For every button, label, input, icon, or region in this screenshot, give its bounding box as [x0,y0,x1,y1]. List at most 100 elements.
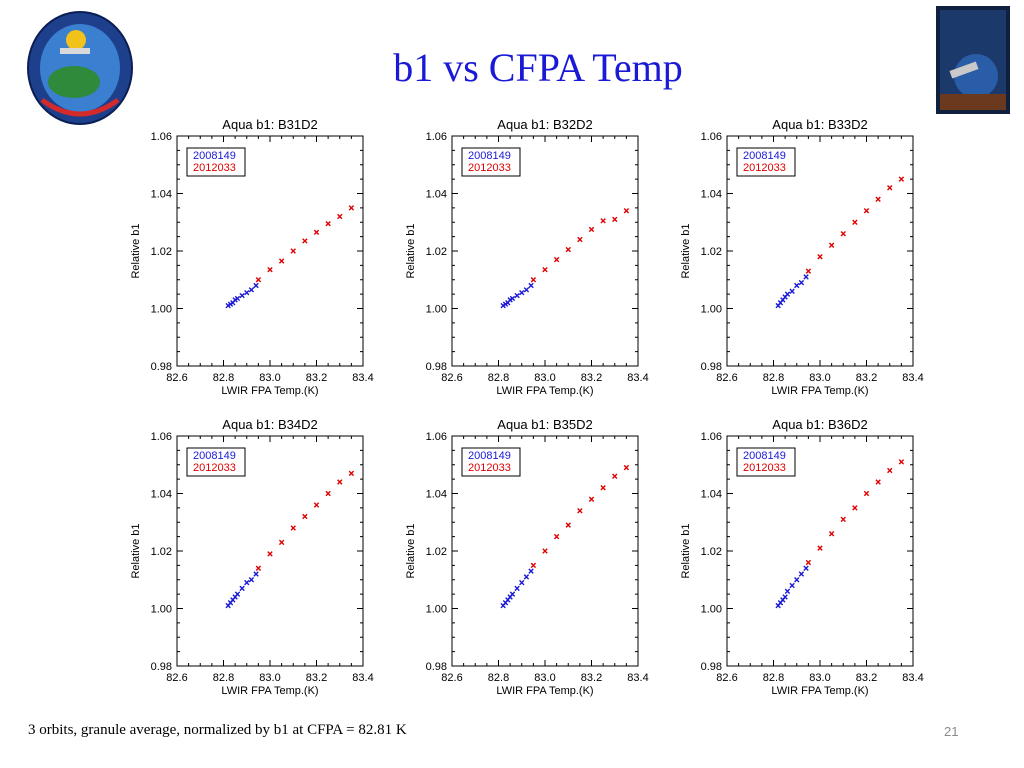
data-point-2012033 [612,473,618,479]
y-tick-label: 1.04 [426,489,447,501]
data-point-2012033 [337,213,343,220]
data-point-2012033 [325,490,331,497]
data-point-2012033 [337,479,343,485]
data-point-2012033 [588,226,595,233]
legend-box [186,147,246,177]
y-tick-label: 1.02 [701,246,722,258]
data-point-2012033 [577,236,583,243]
data-point-2012033 [852,219,858,225]
x-tick-label: 82.6 [441,672,462,684]
y-tick-label: 1.04 [151,489,172,501]
x-tick-label: 83.2 [581,672,602,684]
x-tick-label: 83.4 [352,672,373,684]
legend-box [186,447,246,477]
data-point-2012033 [565,246,571,253]
x-axis-label: LWIR FPA Temp.(K) [496,385,593,397]
x-tick-label: 83.4 [627,672,648,684]
x-tick-label: 83.0 [259,372,280,384]
data-point-2008149 [528,282,534,289]
data-point-2012033 [290,525,296,531]
legend-entry: 2012033 [468,162,511,174]
data-point-2008149 [234,591,241,597]
data-point-2012033 [588,496,595,502]
data-point-2012033 [887,185,893,191]
y-tick-label: 0.98 [426,361,447,373]
y-axis-label: Relative b1 [405,223,417,278]
x-tick-label: 83.0 [259,672,280,684]
legend-box [736,147,796,177]
data-point-2012033 [863,208,870,214]
x-tick-label: 82.6 [166,372,187,384]
chart-panel-5: Aqua b1: B35D2 82.6 82.8 83.0 83.2 83.4 0.98 1.… [405,417,649,697]
y-tick-label: 1.06 [701,131,722,143]
data-point-2008149 [244,579,250,586]
x-tick-label: 82.8 [213,672,234,684]
y-tick-label: 0.98 [701,361,722,373]
data-point-2012033 [267,266,273,273]
footnote: 3 orbits, granule average, normalized by… [28,722,407,738]
legend-entry: 2012033 [743,162,786,174]
data-point-2012033 [542,266,548,273]
legend-box [461,447,521,477]
x-axis-label: LWIR FPA Temp.(K) [496,685,593,697]
y-tick-label: 1.02 [151,246,172,258]
x-tick-label: 83.2 [306,372,327,384]
y-tick-label: 1.02 [151,546,172,558]
x-tick-label: 82.8 [488,372,509,384]
data-point-2008149 [239,292,245,299]
x-tick-label: 83.0 [809,672,830,684]
y-tick-label: 1.02 [701,546,722,558]
legend-entry: 2008149 [193,150,236,162]
data-point-2012033 [530,277,537,283]
data-point-2008149 [798,571,805,577]
data-point-2008149 [519,289,525,296]
chart-panel-1: Aqua b1: B31D2 82.6 82.8 83.0 83.2 83.4 0.98 1.… [130,117,374,397]
x-tick-label: 82.8 [213,372,234,384]
data-point-2008149 [509,295,516,302]
legend-entry: 2008149 [743,150,786,162]
y-tick-label: 1.02 [426,546,447,558]
data-point-2008149 [248,577,255,583]
data-point-2008149 [803,565,809,571]
slide-title: b1 vs CFPA Temp [393,45,683,90]
legend-entry: 2012033 [468,462,511,474]
legend-entry: 2008149 [468,150,511,162]
y-tick-label: 1.00 [426,604,447,616]
data-point-2012033 [828,531,835,537]
data-point-2008149 [248,287,255,293]
legend-entry: 2008149 [743,450,786,462]
legend-entry: 2008149 [193,450,236,462]
data-point-2008149 [789,288,795,294]
data-point-2008149 [784,588,791,594]
x-tick-label: 83.4 [902,672,923,684]
data-point-2008149 [523,574,530,580]
data-point-2008149 [514,292,520,299]
data-point-2012033 [302,238,308,244]
y-tick-label: 1.00 [151,304,172,316]
x-tick-label: 82.6 [166,672,187,684]
data-point-2012033 [530,562,537,569]
x-tick-label: 82.6 [716,672,737,684]
data-point-2008149 [794,282,800,289]
data-point-2012033 [553,256,560,263]
y-tick-label: 1.06 [426,131,447,143]
data-point-2012033 [600,485,606,491]
chart-title: Aqua b1: B34D2 [222,417,317,432]
data-point-2012033 [577,508,583,514]
data-point-2012033 [852,505,858,511]
chart-title: Aqua b1: B36D2 [772,417,867,432]
y-tick-label: 1.04 [701,189,722,201]
data-point-2012033 [302,513,308,520]
data-point-2012033 [863,490,870,497]
data-point-2012033 [313,229,320,236]
y-axis-label: Relative b1 [130,223,142,278]
x-tick-label: 82.8 [763,672,784,684]
x-tick-label: 83.4 [902,372,923,384]
data-point-2012033 [828,242,835,248]
data-point-2012033 [898,176,905,182]
legend-entry: 2008149 [468,450,511,462]
data-point-2008149 [239,585,245,592]
x-tick-label: 83.2 [856,372,877,384]
data-point-2012033 [255,565,262,571]
